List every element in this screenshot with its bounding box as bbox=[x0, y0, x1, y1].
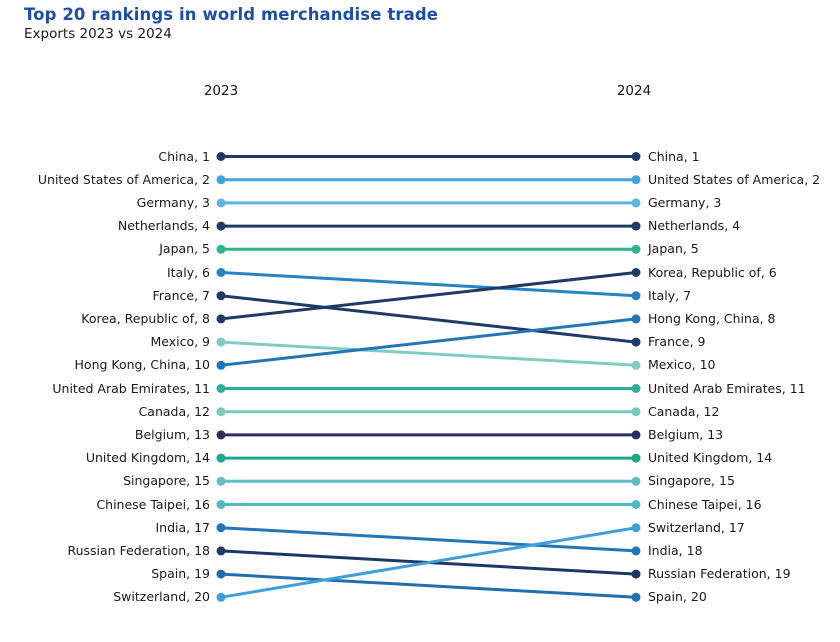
rank-dot-right bbox=[631, 360, 641, 370]
country-label-2023: Korea, Republic of, 8 bbox=[81, 310, 210, 326]
rank-dot-left bbox=[216, 175, 226, 185]
slope-line bbox=[219, 294, 638, 344]
country-label-2023: Hong Kong, China, 10 bbox=[74, 357, 210, 373]
rank-dot-left bbox=[216, 268, 226, 277]
rank-dot-right bbox=[631, 546, 641, 556]
rank-dot-right bbox=[631, 523, 641, 533]
rank-dot-left bbox=[216, 152, 226, 161]
rank-dot-left bbox=[216, 360, 226, 370]
rank-dot-left bbox=[216, 337, 226, 347]
rank-dot-right bbox=[631, 384, 641, 393]
country-label-2024: United Kingdom, 14 bbox=[648, 450, 773, 466]
rank-dot-right bbox=[631, 314, 641, 324]
country-label-2023: United Kingdom, 14 bbox=[85, 450, 210, 466]
rank-dot-left bbox=[216, 198, 226, 208]
country-label-2024: Switzerland, 17 bbox=[648, 519, 745, 535]
slope-line bbox=[219, 572, 638, 599]
country-label-2024: Hong Kong, China, 8 bbox=[648, 310, 776, 326]
country-label-2024: China, 1 bbox=[648, 148, 700, 164]
rank-dot-right bbox=[631, 476, 641, 486]
country-label-2023: Chinese Taipei, 16 bbox=[96, 496, 210, 512]
rank-dot-left bbox=[216, 384, 226, 393]
rank-dot-right bbox=[631, 221, 641, 231]
country-label-2024: Singapore, 15 bbox=[648, 473, 735, 489]
country-label-2024: Chinese Taipei, 16 bbox=[648, 496, 762, 512]
country-label-2024: Belgium, 13 bbox=[648, 426, 724, 442]
country-label-2023: United Arab Emirates, 11 bbox=[52, 380, 210, 396]
country-label-2024: Netherlands, 4 bbox=[648, 218, 741, 234]
country-label-2024: Russian Federation, 19 bbox=[648, 566, 791, 582]
rank-dot-left bbox=[216, 291, 226, 301]
slope-line bbox=[219, 340, 638, 367]
rank-dot-left bbox=[216, 244, 226, 254]
slope-line bbox=[219, 271, 638, 321]
rank-dot-right bbox=[631, 407, 641, 417]
column-header-2024: 2024 bbox=[616, 83, 652, 99]
country-label-2023: Russian Federation, 18 bbox=[67, 542, 210, 558]
country-label-2023: Japan, 5 bbox=[159, 241, 210, 257]
country-label-2023: Netherlands, 4 bbox=[117, 218, 210, 234]
slope-line bbox=[219, 317, 638, 367]
rank-dot-right bbox=[631, 337, 641, 347]
rank-dot-right bbox=[631, 244, 641, 254]
rank-dot-left bbox=[216, 569, 226, 579]
slope-line bbox=[219, 526, 638, 599]
country-label-2024: Korea, Republic of, 6 bbox=[648, 264, 777, 280]
slope-line bbox=[219, 271, 638, 298]
rank-dot-left bbox=[216, 546, 226, 556]
country-label-2024: Canada, 12 bbox=[648, 403, 720, 419]
country-label-2023: Spain, 19 bbox=[151, 566, 210, 582]
rank-dot-right bbox=[631, 198, 641, 208]
country-label-2024: Mexico, 10 bbox=[648, 357, 716, 373]
page-subtitle: Exports 2023 vs 2024 bbox=[24, 26, 172, 42]
rank-dot-right bbox=[631, 175, 641, 185]
country-label-2023: Mexico, 9 bbox=[150, 334, 210, 350]
rank-dot-right bbox=[631, 569, 641, 579]
rank-dot-left bbox=[216, 523, 226, 533]
rank-dot-right bbox=[631, 592, 641, 602]
rank-dot-left bbox=[216, 314, 226, 324]
country-label-2024: Spain, 20 bbox=[648, 589, 707, 605]
country-label-2023: Italy, 6 bbox=[166, 264, 210, 280]
column-header-2023: 2023 bbox=[203, 83, 239, 99]
country-label-2023: United States of America, 2 bbox=[37, 171, 210, 187]
rank-dot-left bbox=[216, 407, 226, 417]
country-label-2024: United States of America, 2 bbox=[648, 171, 821, 187]
rank-dot-left bbox=[216, 476, 226, 486]
rank-dot-right bbox=[631, 152, 641, 161]
country-label-2023: Switzerland, 20 bbox=[113, 589, 210, 605]
rank-dot-right bbox=[631, 500, 641, 509]
country-label-2023: France, 7 bbox=[152, 287, 210, 303]
rank-dot-right bbox=[631, 291, 641, 301]
country-label-2024: France, 9 bbox=[648, 334, 706, 350]
country-label-2023: Germany, 3 bbox=[136, 194, 210, 210]
slope-line bbox=[219, 526, 638, 553]
country-label-2024: Japan, 5 bbox=[648, 241, 699, 257]
page-title: Top 20 rankings in world merchandise tra… bbox=[24, 5, 439, 24]
country-label-2023: Singapore, 15 bbox=[123, 473, 210, 489]
rank-dot-left bbox=[216, 592, 226, 602]
country-label-2023: India, 17 bbox=[155, 519, 210, 535]
country-label-2023: Canada, 12 bbox=[138, 403, 210, 419]
country-label-2024: United Arab Emirates, 11 bbox=[648, 380, 806, 396]
rank-dot-right bbox=[631, 453, 641, 463]
country-label-2024: India, 18 bbox=[648, 542, 703, 558]
country-label-2023: China, 1 bbox=[158, 148, 210, 164]
country-label-2024: Italy, 7 bbox=[648, 287, 692, 303]
rank-dot-right bbox=[631, 268, 641, 277]
rank-dot-right bbox=[631, 430, 641, 440]
rank-dot-left bbox=[216, 453, 226, 463]
rank-dot-left bbox=[216, 430, 226, 440]
country-label-2023: Belgium, 13 bbox=[134, 426, 210, 442]
rank-dot-left bbox=[216, 221, 226, 231]
rank-dot-left bbox=[216, 500, 226, 509]
country-label-2024: Germany, 3 bbox=[648, 194, 722, 210]
